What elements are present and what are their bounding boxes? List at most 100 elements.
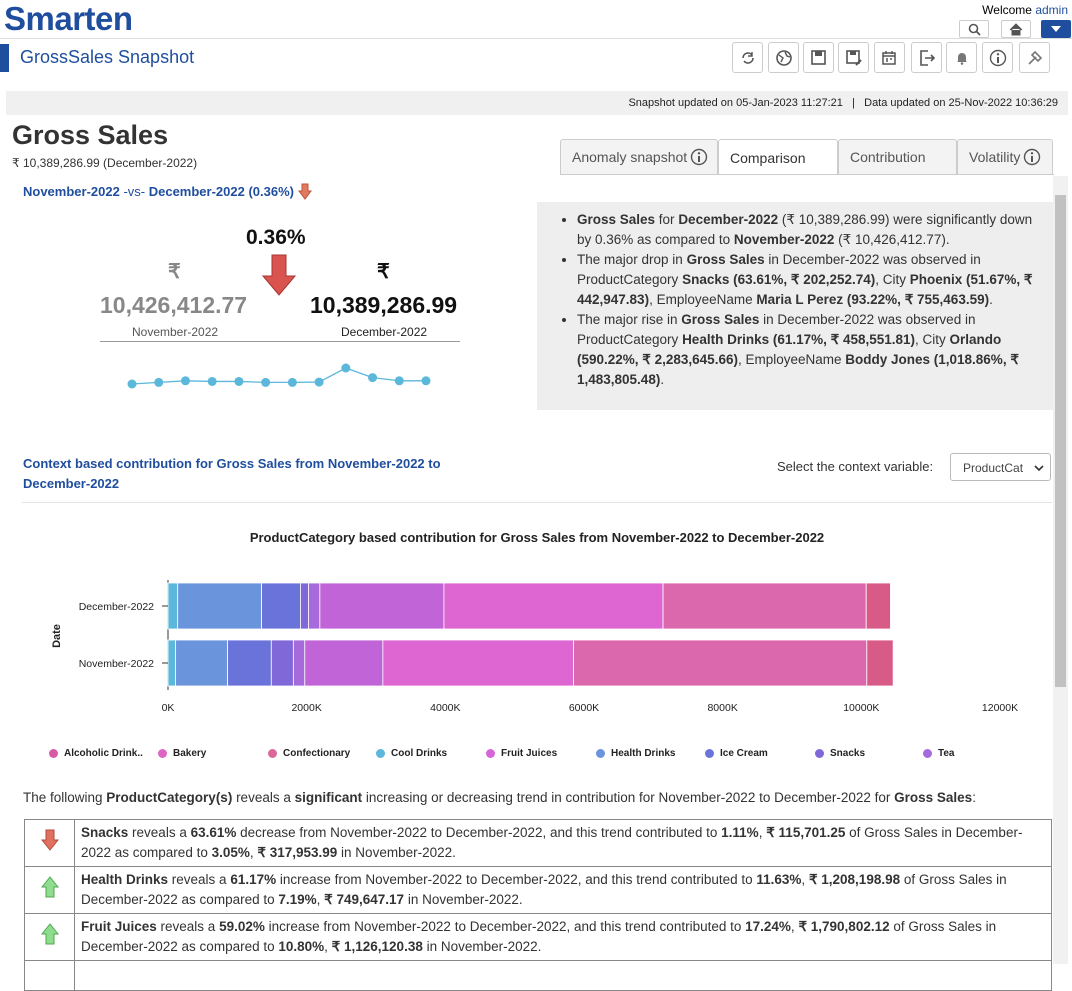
trend-fragment: Fruit Juices (81, 919, 157, 934)
bar-segment-alcoholic-drink-[interactable] (865, 582, 891, 630)
menu-dropdown-button[interactable] (1041, 20, 1071, 38)
trend-fragment: 61.17% (230, 872, 277, 887)
tab-comparison[interactable]: Comparison (718, 139, 838, 175)
insight-fragment: Gross Sales (686, 252, 765, 267)
trend-fragment: reveals a (156, 919, 220, 934)
y-tick-label: December-2022 (79, 601, 154, 613)
trend-fragment: 59.02% (219, 919, 265, 934)
value-underline (100, 341, 460, 342)
sparkline-line (131, 367, 426, 385)
tab-volatility[interactable]: Volatility (957, 139, 1053, 174)
bar-segment-bakery[interactable] (382, 639, 574, 687)
bar-segment-snacks[interactable] (300, 582, 309, 630)
insight-item: Gross Sales for December-2022 (₹ 10,389,… (577, 210, 1049, 250)
legend-item[interactable]: Tea (923, 748, 955, 759)
legend-item[interactable]: Bakery (158, 748, 206, 759)
tools-icon (1027, 50, 1042, 65)
legend-item[interactable]: Confectionary (268, 748, 350, 759)
bar-segment-bakery[interactable] (443, 582, 664, 630)
legend-item[interactable]: Ice Cream (705, 748, 768, 759)
y-axis-title: Date (51, 624, 63, 648)
trend-fragment: increase from November-2022 to December-… (264, 919, 746, 934)
trend-fragment: in November-2022. (337, 845, 456, 860)
bar-segment-health-drinks[interactable] (177, 582, 262, 630)
trend-intro-fragment: increasing or decreasing trend in contri… (362, 790, 895, 805)
prev-period-label: November-2022 (132, 325, 219, 339)
chart-title: ProductCategory based contribution for G… (249, 530, 825, 545)
trend-text-cell: Fruit Juices reveals a 59.02% increase f… (74, 913, 1052, 961)
legend-item[interactable]: Fruit Juices (486, 748, 557, 759)
trend-row (24, 960, 1052, 991)
legend-swatch (486, 749, 495, 758)
legend-label: Tea (938, 748, 955, 759)
bar-segment-health-drinks[interactable] (175, 639, 229, 687)
info-button[interactable] (982, 42, 1013, 73)
insight-fragment: . (660, 372, 665, 387)
sparkline-point (261, 377, 271, 387)
insight-fragment: November-2022 (733, 232, 835, 247)
legend-label: Cool Drinks (391, 748, 448, 759)
context-select-label: Select the context variable: (777, 459, 934, 474)
trend-fragment: ₹ 1,208,198.98 (808, 872, 901, 887)
x-tick-label: 2000K (291, 702, 321, 714)
legend-swatch (49, 749, 58, 758)
bar-segment-ice-cream[interactable] (227, 639, 272, 687)
save-button[interactable] (803, 42, 834, 73)
tab-underline (560, 174, 1054, 175)
bar-segment-cool-drinks[interactable] (167, 582, 179, 630)
curr-value: 10,389,286.99 (310, 292, 458, 318)
bar-segment-tea[interactable] (292, 639, 306, 687)
trend-row: Health Drinks reveals a 61.17% increase … (24, 866, 1052, 914)
bell-icon (956, 52, 967, 65)
save-icon (811, 50, 826, 65)
legend-label: Confectionary (283, 748, 351, 759)
bar-segment-confectionary[interactable] (662, 582, 867, 630)
context-variable-select[interactable]: ProductCat (950, 453, 1051, 481)
trend-fragment: of Gross Sales in December-2022 as compa… (81, 825, 1023, 860)
legend-item[interactable]: Health Drinks (596, 748, 675, 759)
user-link[interactable]: admin (1035, 3, 1068, 17)
search-icon (968, 23, 981, 36)
trend-fragment: , (801, 872, 809, 887)
insight-fragment: Phoenix (51.67%, ₹ 442,947.83) (577, 272, 1033, 307)
tab-contribution[interactable]: Contribution (838, 139, 957, 174)
bar-segment-snacks[interactable] (270, 639, 294, 687)
scrollbar-thumb[interactable] (1055, 195, 1066, 687)
alert-button[interactable] (946, 42, 977, 73)
tab-anomaly-snapshot[interactable]: Anomaly snapshot (560, 139, 718, 174)
legend-item[interactable]: Snacks (815, 748, 865, 759)
insight-fragment: December-2022 (678, 212, 779, 227)
bar-segment-ice-cream[interactable] (261, 582, 301, 630)
trend-fragment: ₹ 749,647.17 (324, 892, 405, 907)
search-button[interactable] (959, 20, 989, 38)
trend-fragment: ₹ 317,953.99 (257, 845, 338, 860)
globe-button[interactable] (768, 42, 799, 73)
x-tick-label: 10000K (843, 702, 879, 714)
currency-symbol-prev: ₹ (168, 261, 181, 283)
section-divider (22, 502, 1052, 503)
refresh-icon (741, 51, 754, 64)
save-as-button[interactable] (838, 42, 869, 73)
trend-intro-fragment: : (972, 790, 976, 805)
legend-swatch (376, 749, 385, 758)
legend-item[interactable]: Cool Drinks (376, 748, 447, 759)
bar-segment-fruit-juices[interactable] (304, 639, 384, 687)
legend-item[interactable]: Alcoholic Drink.. (49, 748, 143, 759)
bar-segment-confectionary[interactable] (573, 639, 868, 687)
insight-fragment: Snacks (63.61%, ₹ 202,252.74) (682, 272, 876, 287)
bar-segment-tea[interactable] (308, 582, 321, 630)
insight-fragment: Maria L Perez (93.22%, ₹ 755,463.59) (756, 292, 990, 307)
bar-segment-cool-drinks[interactable] (167, 639, 177, 687)
refresh-button[interactable] (732, 42, 763, 73)
bar-segment-alcoholic-drink-[interactable] (866, 639, 894, 687)
settings-button[interactable] (1019, 42, 1050, 73)
info-icon (989, 49, 1006, 66)
sparkline-point (154, 377, 164, 387)
trend-fragment: in November-2022. (404, 892, 523, 907)
x-tick-label: 0K (162, 702, 175, 714)
trend-fragment: , (316, 892, 325, 907)
export-button[interactable] (911, 42, 942, 73)
schedule-button[interactable] (874, 42, 905, 73)
bar-segment-fruit-juices[interactable] (319, 582, 445, 630)
home-button[interactable] (1001, 20, 1031, 38)
